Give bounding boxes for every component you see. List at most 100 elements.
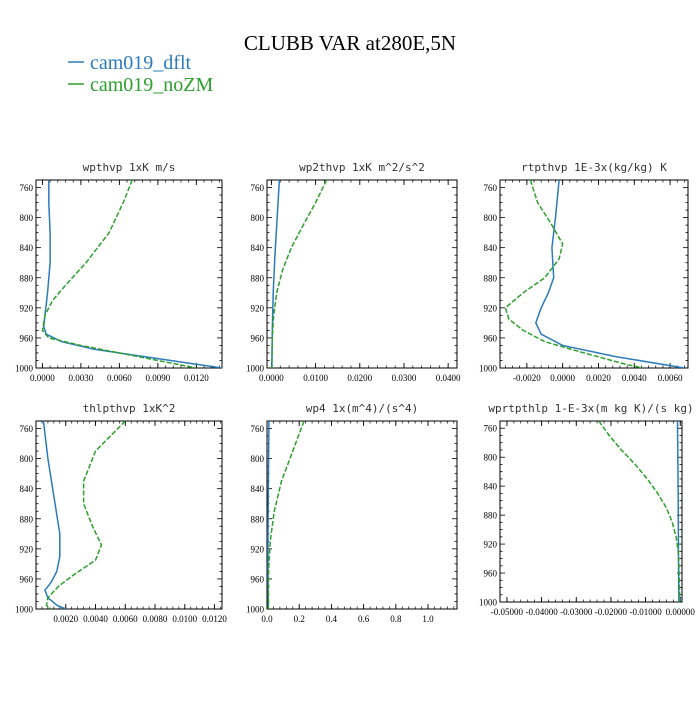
series-line-cam019_dflt	[42, 421, 67, 609]
x-tick-label: 0.0100	[172, 614, 197, 624]
x-tick-label: 0.0	[261, 614, 273, 624]
y-tick-label: 1000	[15, 605, 34, 615]
x-tick-label: -0.0020	[513, 373, 541, 383]
legend-label-dflt: cam019_dflt	[90, 52, 192, 74]
series-line-cam019_dflt	[676, 421, 680, 602]
plot-frame	[35, 179, 223, 369]
x-tick-label: 0.0060	[113, 614, 138, 624]
x-tick-label: 0.8	[390, 614, 402, 624]
y-tick-label: 960	[20, 333, 34, 343]
series-line-cam019_dflt	[534, 180, 685, 368]
x-tick-label: -0.03000	[560, 607, 593, 617]
y-tick-label: 800	[20, 213, 34, 223]
y-tick-label: 760	[251, 424, 265, 434]
panel-title: wpthvp 1xK m/s	[83, 161, 176, 174]
y-tick-label: 1000	[479, 364, 498, 374]
x-tick-label: 1.0	[422, 614, 434, 624]
panel-4: thlpthvp 1xK^2 760 800 840 880 920 960 1000 0.00…	[15, 402, 227, 624]
legend-label-nozm: cam019_noZM	[90, 74, 214, 96]
y-tick-label: 760	[484, 424, 498, 434]
y-tick-label: 1000	[15, 364, 34, 374]
y-tick-label: 920	[20, 303, 34, 313]
x-tick-label: 0.0300	[392, 373, 417, 383]
y-tick-label: 800	[20, 454, 34, 464]
y-tick-label: 840	[251, 484, 265, 494]
series-line-cam019_noZM	[271, 180, 328, 368]
y-tick-label: 960	[251, 333, 265, 343]
series-line-cam019_noZM	[504, 180, 644, 368]
legend: cam019_dflt cam019_noZM	[68, 52, 214, 96]
series-line-cam019_noZM	[41, 180, 197, 368]
x-tick-label: 0.0000	[30, 373, 55, 383]
x-tick-label: -0.01000	[629, 607, 662, 617]
x-tick-label: 0.0100	[303, 373, 328, 383]
y-tick-label: 960	[251, 574, 265, 584]
panel-2: wp2thvp 1xK m^2/s^2 760 800 840 880 920 960 100…	[246, 161, 461, 383]
x-tick-label: 0.6	[358, 614, 370, 624]
plot-frame	[266, 420, 458, 610]
x-tick-label: 0.4	[326, 614, 338, 624]
y-tick-label: 880	[20, 273, 34, 283]
y-tick-label: 960	[484, 333, 498, 343]
y-tick-label: 920	[20, 544, 34, 554]
x-tick-label: 0.0020	[53, 614, 78, 624]
panel-5: wp4 1x(m^4)/(s^4)76080084088092096010000…	[246, 402, 458, 624]
y-tick-label: 960	[484, 569, 498, 579]
y-tick-label: 880	[251, 273, 265, 283]
y-tick-label: 920	[251, 544, 265, 554]
y-tick-label: 760	[20, 424, 34, 434]
plot-frame	[266, 179, 458, 369]
x-tick-label: 0.0090	[145, 373, 170, 383]
x-tick-label: 0.0200	[347, 373, 372, 383]
x-tick-label: 0.0060	[658, 373, 683, 383]
y-tick-label: 800	[251, 213, 265, 223]
panel-title: wp2thvp 1xK m^2/s^2	[299, 161, 425, 174]
y-tick-label: 840	[20, 484, 34, 494]
y-tick-label: 840	[20, 243, 34, 253]
x-tick-label: 0.0000	[550, 373, 575, 383]
panels: wpthvp 1xK m/s76080084088092096010000.00…	[15, 161, 695, 624]
series-line-cam019_dflt	[42, 180, 222, 368]
y-tick-label: 840	[484, 482, 498, 492]
plot-frame	[35, 420, 223, 610]
panel-6: wprtpthlp 1-E-3x(m kg K)/(s kg) 760 800 840…	[479, 402, 695, 617]
x-tick-label: 0.0400	[436, 373, 461, 383]
x-tick-label: 0.0120	[184, 373, 209, 383]
plot-frame	[499, 420, 683, 603]
y-tick-label: 920	[251, 303, 265, 313]
y-tick-label: 880	[251, 514, 265, 524]
panel-3: rtpthvp 1E-3x(kg/kg) K 760 800 840 880 920 960…	[479, 161, 689, 383]
y-tick-label: 960	[20, 574, 34, 584]
x-tick-label: 0.0120	[202, 614, 227, 624]
y-tick-label: 1000	[246, 605, 265, 615]
series-line-cam019_noZM	[45, 421, 126, 609]
series-line-cam019_noZM	[267, 421, 305, 609]
x-tick-label: 0.0030	[69, 373, 94, 383]
x-tick-label: 0.0040	[83, 614, 108, 624]
x-tick-label: 0.0080	[143, 614, 168, 624]
y-tick-label: 800	[251, 454, 265, 464]
plot-frame	[499, 179, 689, 369]
x-tick-label: 0.00000	[666, 607, 696, 617]
y-tick-label: 760	[20, 183, 34, 193]
y-tick-label: 880	[484, 273, 498, 283]
x-tick-label: 0.2	[294, 614, 305, 624]
x-tick-label: -0.04000	[525, 607, 558, 617]
y-tick-label: 920	[484, 303, 498, 313]
panel-title: wp4 1x(m^4)/(s^4)	[306, 402, 419, 415]
y-tick-label: 840	[251, 243, 265, 253]
y-tick-label: 880	[484, 511, 498, 521]
y-tick-label: 840	[484, 243, 498, 253]
y-tick-label: 800	[484, 213, 498, 223]
x-tick-label: 0.0040	[622, 373, 647, 383]
series-line-cam019_noZM	[598, 421, 681, 602]
y-tick-label: 880	[20, 514, 34, 524]
y-tick-label: 920	[484, 540, 498, 550]
panel-title: thlpthvp 1xK^2	[83, 402, 176, 415]
panel-title: rtpthvp 1E-3x(kg/kg) K	[521, 161, 667, 174]
panel-1: wpthvp 1xK m/s76080084088092096010000.00…	[15, 161, 223, 383]
panel-title: wprtpthlp 1-E-3x(m kg K)/(s kg)	[488, 402, 693, 415]
x-tick-label: -0.02000	[595, 607, 628, 617]
